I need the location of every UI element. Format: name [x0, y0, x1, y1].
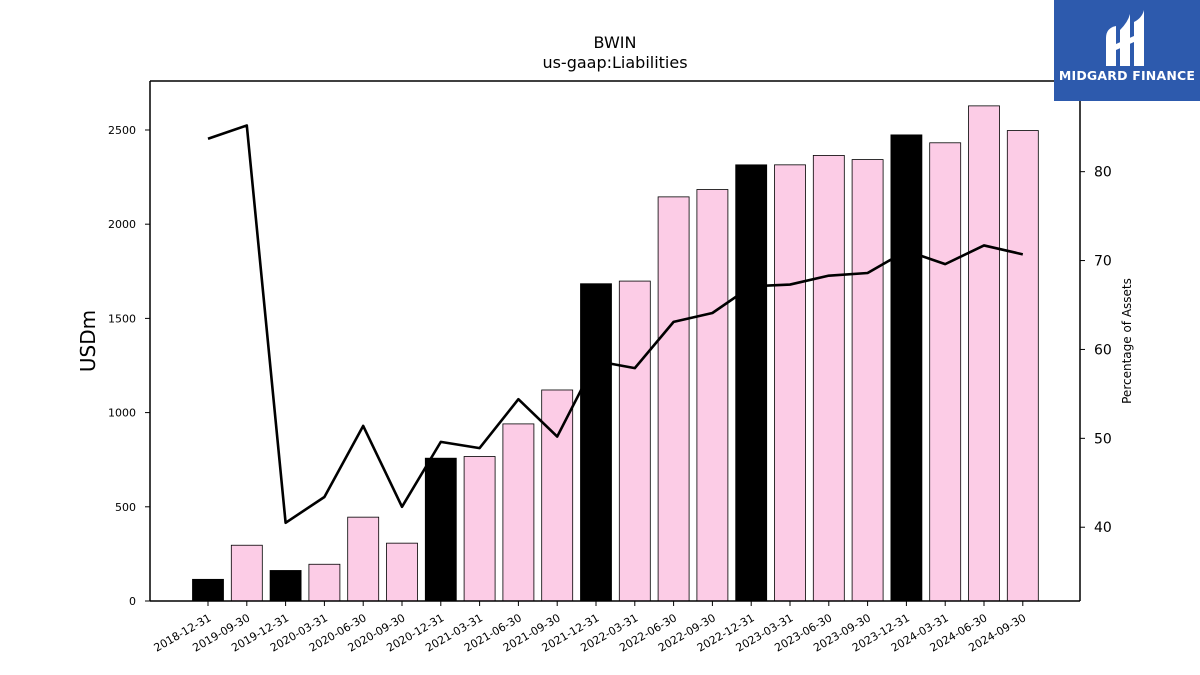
- bar: [696, 189, 729, 602]
- bar: [774, 164, 806, 602]
- chart-title: BWIN: [594, 33, 637, 52]
- y-tick-label: 2500: [108, 124, 136, 137]
- bar: [192, 578, 224, 602]
- line-series: [207, 124, 1024, 525]
- chart-subtitle: us-gaap:Liabilities: [542, 53, 687, 72]
- logo-mark-icon: [1106, 10, 1144, 66]
- y-tick-label: 500: [115, 501, 136, 514]
- bar: [929, 142, 962, 602]
- bar: [541, 389, 574, 602]
- bar: [580, 283, 612, 602]
- bar: [618, 280, 651, 602]
- y-axis-label: USDm: [76, 310, 100, 372]
- bar: [851, 159, 884, 602]
- bar: [230, 544, 263, 602]
- bar: [812, 155, 845, 602]
- bar-series: [192, 105, 1039, 602]
- y2-axis-label: Percentage of Assets: [1120, 278, 1134, 404]
- y2-tick-label: 70: [1094, 254, 1112, 270]
- bar: [424, 457, 457, 602]
- bar: [269, 570, 302, 602]
- y-tick-label: 1000: [108, 407, 136, 420]
- bar: [463, 456, 496, 602]
- bar: [1006, 130, 1039, 602]
- percentage-line: [207, 124, 1024, 525]
- bar: [890, 134, 923, 602]
- y2-tick-label: 60: [1094, 342, 1112, 358]
- y-tick-label: 2000: [108, 218, 136, 231]
- bar: [386, 542, 418, 602]
- logo-text: MIDGARD FINANCE: [1058, 68, 1196, 83]
- y2-tick-label: 80: [1094, 165, 1112, 181]
- y-tick-label: 0: [129, 595, 136, 608]
- bar: [657, 196, 690, 602]
- bar: [968, 105, 1000, 602]
- y-tick-label: 1500: [108, 312, 136, 325]
- bar: [308, 563, 341, 602]
- bar: [347, 516, 380, 602]
- bar: [502, 423, 535, 602]
- bar: [735, 164, 768, 602]
- y2-tick-label: 50: [1094, 431, 1112, 447]
- y2-tick-label: 40: [1094, 520, 1112, 536]
- brand-logo: MIDGARD FINANCE: [1054, 0, 1200, 101]
